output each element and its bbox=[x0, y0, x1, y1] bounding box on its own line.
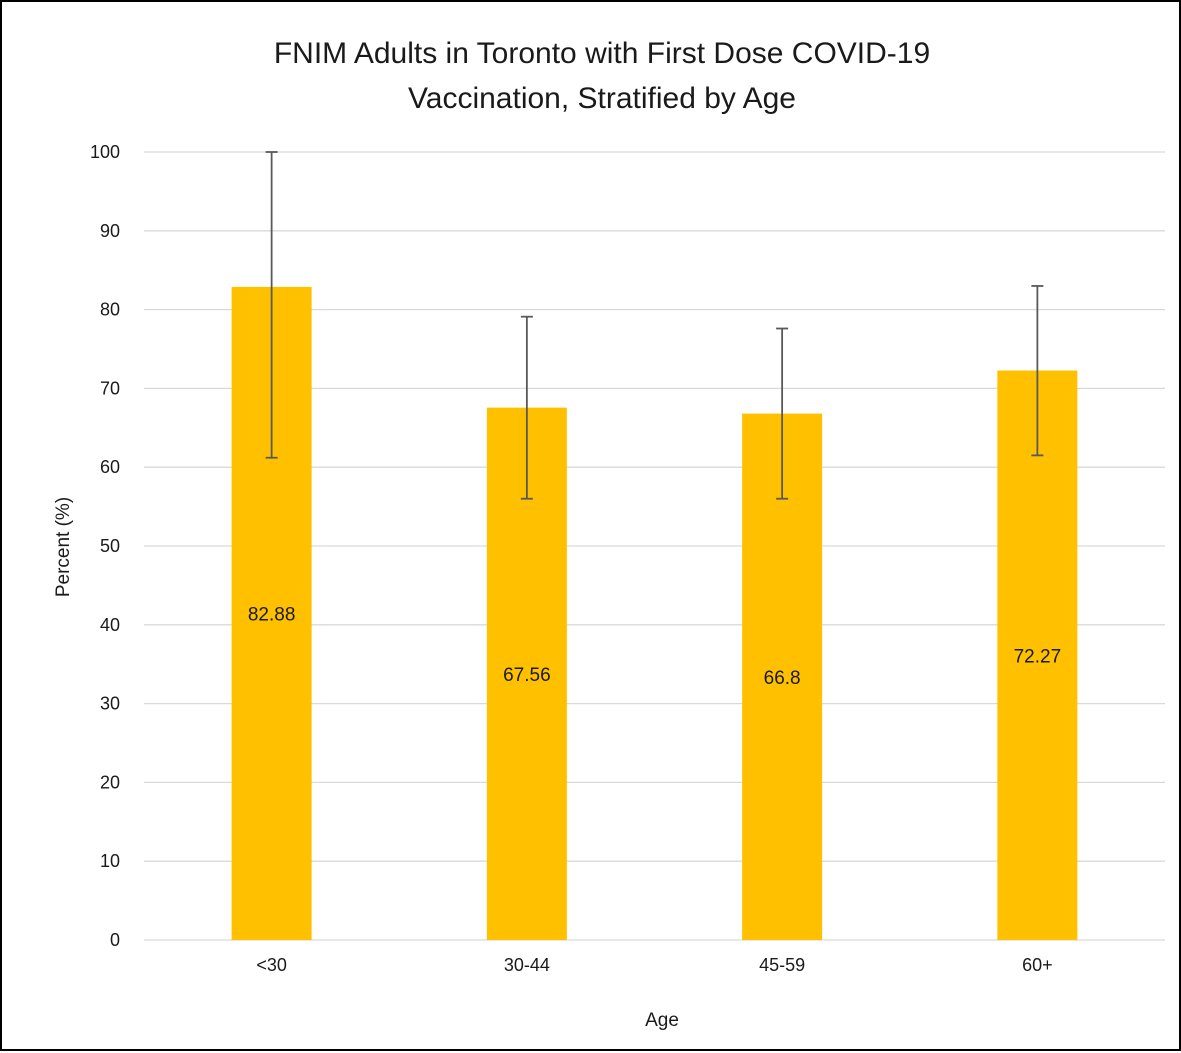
y-tick-label: 10 bbox=[100, 851, 120, 871]
error-bar bbox=[1031, 285, 1044, 457]
chart-title-line-2: Vaccination, Stratified by Age bbox=[408, 82, 796, 115]
y-tick-label: 40 bbox=[100, 615, 120, 635]
x-tick-label: <30 bbox=[256, 955, 287, 975]
error-bar bbox=[520, 315, 533, 500]
bar bbox=[742, 413, 823, 941]
y-tick-label: 20 bbox=[100, 772, 120, 792]
x-axis-label: Age bbox=[645, 1010, 679, 1031]
y-tick-label: 100 bbox=[90, 142, 120, 162]
y-tick-label: 50 bbox=[100, 536, 120, 556]
x-tick-label: 30-44 bbox=[504, 955, 550, 975]
y-tick-label: 70 bbox=[100, 378, 120, 398]
data-label: 72.27 bbox=[1014, 646, 1062, 667]
error-bar bbox=[265, 151, 278, 459]
y-tick-label: 80 bbox=[100, 300, 120, 320]
error-bar bbox=[776, 327, 789, 500]
y-tick-label: 0 bbox=[110, 930, 120, 950]
x-tick-label: 45-59 bbox=[759, 955, 805, 975]
x-axis-ticks: <30 30-44 45-59 60+ bbox=[256, 955, 1052, 975]
error-bars bbox=[265, 151, 1044, 500]
bars bbox=[231, 286, 1078, 941]
y-tick-label: 60 bbox=[100, 457, 120, 477]
x-tick-label: 60+ bbox=[1022, 955, 1053, 975]
y-tick-label: 90 bbox=[100, 221, 120, 241]
gridlines bbox=[144, 151, 1165, 941]
y-axis-ticks: 0 10 20 30 40 50 60 70 80 90 100 bbox=[90, 142, 120, 950]
data-label: 66.8 bbox=[764, 668, 801, 689]
y-axis-label: Percent (%) bbox=[53, 497, 74, 597]
chart-title-line-1: FNIM Adults in Toronto with First Dose C… bbox=[274, 37, 930, 70]
data-labels: 82.88 67.56 66.8 72.27 bbox=[248, 604, 1061, 688]
y-tick-label: 30 bbox=[100, 694, 120, 714]
bar bbox=[997, 370, 1078, 940]
data-label: 67.56 bbox=[503, 665, 551, 686]
data-label: 82.88 bbox=[248, 604, 296, 625]
